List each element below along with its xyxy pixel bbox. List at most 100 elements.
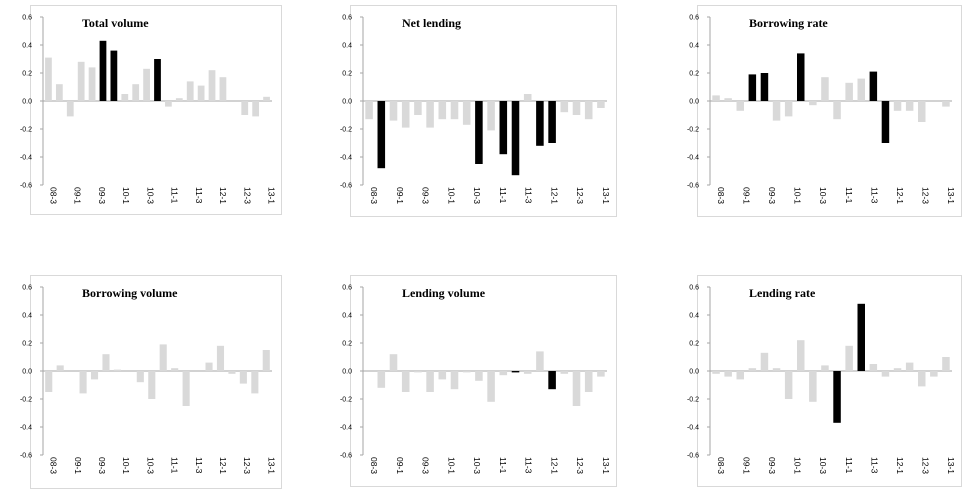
x-tick-label: 12-3 — [575, 187, 585, 204]
bar-highlight — [760, 73, 769, 101]
bar-highlight — [536, 101, 544, 146]
x-tick-label: 09-1 — [73, 457, 83, 474]
bar — [389, 354, 398, 371]
bar — [426, 101, 434, 128]
bar — [893, 368, 902, 371]
x-tick-label: 10-3 — [145, 187, 155, 204]
bar — [869, 364, 878, 371]
y-tick-label: 0.0 — [22, 99, 32, 106]
bar — [426, 371, 434, 392]
y-tick-label: -0.4 — [20, 155, 32, 162]
bar — [55, 84, 63, 101]
chart-frame — [350, 275, 617, 487]
bar — [597, 371, 605, 377]
y-tick-label: -0.2 — [687, 127, 699, 134]
chart-panel-5: 0.6 0.4 0.2 0.0 -0.2 -0.4 -0.6 08-3 09-1 09-3 10-1… — [340, 275, 617, 487]
bar — [821, 77, 829, 101]
bar — [90, 371, 99, 380]
bar — [66, 101, 74, 117]
x-tick-label: 10-3 — [472, 187, 482, 204]
bar — [560, 371, 569, 374]
bar — [784, 371, 793, 399]
bar — [143, 68, 150, 101]
bar — [772, 101, 781, 121]
bar — [450, 101, 459, 120]
bar — [760, 352, 769, 371]
bar — [438, 371, 447, 380]
bar — [523, 94, 532, 101]
y-tick-label: 0.2 — [342, 71, 352, 78]
x-tick-label: 12-1 — [549, 457, 559, 474]
bar — [857, 78, 865, 101]
x-tick-label: 10-1 — [793, 457, 803, 474]
bar — [252, 101, 260, 117]
x-tick-label: 11-1 — [498, 187, 508, 204]
bar — [197, 85, 205, 101]
y-tick-label: -0.6 — [340, 183, 352, 190]
x-tick-label: 13-1 — [267, 187, 277, 204]
bar — [77, 61, 85, 101]
x-tick-label: 10-1 — [121, 457, 131, 474]
chart-title: Lending volume — [402, 286, 486, 300]
x-tick-label: 09-3 — [421, 457, 431, 474]
bar — [597, 101, 605, 108]
y-tick-label: -0.2 — [687, 397, 699, 404]
bar — [462, 101, 471, 125]
bar — [905, 362, 914, 371]
bar — [821, 365, 829, 371]
bar — [450, 371, 459, 390]
y-tick-label: -0.6 — [20, 453, 32, 460]
bar — [401, 101, 410, 128]
bar — [159, 344, 167, 371]
x-tick-label: 10-3 — [818, 187, 828, 204]
chart-panel-2: 0.6 0.4 0.2 0.0 -0.2 -0.4 -0.6 08-3 09-1 09-3 10-1… — [340, 5, 617, 217]
bar — [56, 365, 64, 371]
x-tick-label: 09-3 — [421, 187, 431, 204]
bar — [499, 371, 508, 376]
x-tick-label: 11-3 — [194, 187, 204, 204]
y-tick-label: -0.4 — [687, 155, 699, 162]
x-tick-label: 12-3 — [575, 457, 585, 474]
bar-highlight — [110, 50, 118, 101]
bar — [845, 82, 853, 101]
bar-highlight — [475, 101, 483, 164]
y-tick-label: 0.6 — [22, 15, 32, 22]
x-tick-label: 09-3 — [97, 457, 107, 474]
y-tick-label: 0.2 — [689, 71, 699, 78]
bar — [724, 371, 732, 377]
x-tick-label: 11-1 — [844, 457, 854, 474]
y-tick-label: -0.6 — [687, 453, 699, 460]
bar — [216, 345, 225, 371]
bar — [809, 371, 817, 402]
y-tick-label: 0.4 — [342, 43, 352, 50]
chart-svg: 0.6 0.4 0.2 0.0 -0.2 -0.4 -0.6 08-3 09-1 09-3 10-1… — [687, 285, 956, 475]
bar — [845, 345, 853, 371]
chart-svg: 0.6 0.4 0.2 0.0 -0.2 -0.4 -0.6 08-3 09-1 09-3 10-1… — [687, 15, 956, 205]
bar — [918, 101, 926, 122]
x-tick-label: 09-3 — [767, 457, 777, 474]
x-tick-label: 10-3 — [145, 457, 155, 474]
x-tick-label: 09-1 — [742, 457, 752, 474]
bar — [712, 371, 720, 374]
x-tick-label: 11-3 — [524, 457, 534, 474]
x-tick-label: 09-1 — [395, 187, 405, 204]
y-tick-label: 0.6 — [22, 285, 32, 292]
y-tick-label: -0.6 — [340, 453, 352, 460]
bar — [809, 101, 817, 106]
bar — [487, 371, 495, 402]
bar — [438, 101, 447, 120]
bar — [724, 98, 732, 101]
x-tick-label: 10-1 — [793, 187, 803, 204]
bar — [560, 101, 569, 113]
x-tick-label: 09-3 — [97, 187, 107, 204]
bar — [572, 101, 581, 115]
bar — [171, 368, 179, 371]
bar-highlight — [511, 101, 520, 176]
y-tick-label: 0.0 — [342, 369, 352, 376]
x-tick-label: 10-1 — [446, 457, 456, 474]
bar — [833, 101, 841, 120]
x-tick-label: 08-3 — [369, 187, 379, 204]
x-tick-label: 13-1 — [601, 457, 611, 474]
x-tick-label: 11-3 — [524, 187, 534, 204]
bar — [262, 350, 270, 371]
